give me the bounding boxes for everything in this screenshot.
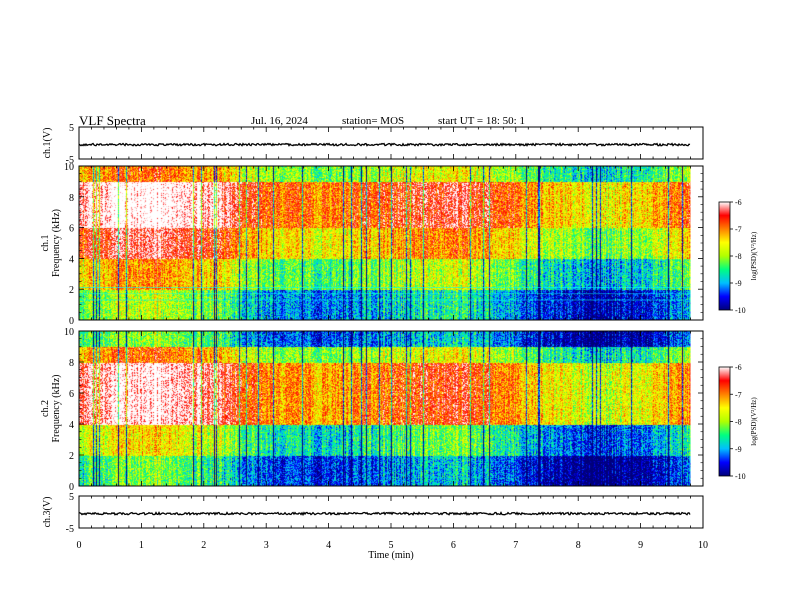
ch3-wave-ylabel-0: ch.3(V) [42,497,53,528]
x-tick-label: 2 [201,540,206,551]
x-tick-label: 9 [638,540,643,551]
ch1-spec-ylabel-0: ch.1 [40,235,51,252]
ch1-colorbar-label-group: log(PSD)(V²/Hz) [750,231,758,280]
ch2-spec-ytick-label: 8 [69,358,74,369]
x-tick-label: 10 [698,540,708,551]
x-tick-label: 5 [389,540,394,551]
ch2-colorbar-tick-label: -8 [735,418,742,427]
x-tick-label: 7 [513,540,518,551]
ch2-colorbar-label: log(PSD)(V²/Hz) [750,397,758,446]
ch2-colorbar-tick-label: -9 [735,445,742,454]
start-time-label: start UT = 18: 50: 1 [438,115,525,127]
ch1-spec-ytick-label: 8 [69,193,74,204]
ch1-waveform-line [78,142,691,147]
ch1-wave-ylabel-0: ch.1(V) [42,128,53,159]
ch2-spec-ytick-label: 4 [69,420,74,431]
ch1-colorbar [718,201,731,311]
ch1-colorbar-label: log(PSD)(V²/Hz) [750,231,758,280]
station-label: station= MOS [342,115,405,127]
ch1-spec-ytick-label: 0 [69,316,74,327]
x-tick-label: 6 [451,540,456,551]
ch2-spectrogram-blank [690,331,703,486]
ch3-wave-ytick-label: -5 [66,524,74,535]
ch2-colorbar [718,366,731,477]
ch1-wave-ylabel-group: ch.1(V) [42,128,53,159]
ch3-waveform-line [78,511,691,517]
x-tick-label: 8 [576,540,581,551]
ch1-wave-ytick-label: -5 [66,155,74,166]
ch1-colorbar-tick-label: -7 [735,225,742,234]
ch1-spec-ylabel-1: Frequency (kHz) [51,209,62,277]
ch2-colorbar-tick-label: -6 [735,363,742,372]
x-tick-label: 1 [139,540,144,551]
ch2-spec-ytick-label: 10 [64,327,74,338]
ch1-colorbar-tick-label: -8 [735,252,742,261]
ch3-wave-ylabel-group: ch.3(V) [42,497,53,528]
ch3-wave-ytick-label: 5 [69,492,74,503]
ch2-spec-ytick-label: 2 [69,451,74,462]
ch2-spectrogram-image [79,331,691,486]
ch1-spec-ylabel-group: ch.1 Frequency (kHz) [40,209,62,277]
ch1-wave-ytick-label: 5 [69,123,74,134]
ch1-colorbar-tick-label: -10 [735,306,746,315]
ch1-spec-ytick-label: 2 [69,285,74,296]
ch2-colorbar-tick-label: -7 [735,390,742,399]
x-tick-label: 4 [326,540,331,551]
x-tick-label: 0 [77,540,82,551]
figure-title: VLF Spectra [79,113,146,128]
ch2-spec-ytick-label: 6 [69,389,74,400]
ch2-spec-ytick-label: 0 [69,482,74,493]
ch2-spec-ylabel-1: Frequency (kHz) [51,374,62,442]
ch1-spec-ytick-label: 4 [69,254,74,265]
x-axis-label: Time (min) [368,550,413,561]
ch1-spec-ytick-label: 6 [69,224,74,235]
ch2-spec-ylabel-0: ch.2 [40,400,51,417]
ch2-colorbar-label-group: log(PSD)(V²/Hz) [750,397,758,446]
ch1-spectrogram-blank [690,166,703,320]
ch2-spec-ylabel-group: ch.2 Frequency (kHz) [40,374,62,442]
x-tick-label: 3 [264,540,269,551]
ch1-spec-ytick-label: 10 [64,162,74,173]
date-label: Jul. 16, 2024 [251,115,308,127]
ch2-colorbar-tick-label: -10 [735,472,746,481]
ch1-colorbar-tick-label: -9 [735,279,742,288]
ch1-spectrogram-image [79,166,691,320]
ch1-colorbar-tick-label: -6 [735,198,742,207]
